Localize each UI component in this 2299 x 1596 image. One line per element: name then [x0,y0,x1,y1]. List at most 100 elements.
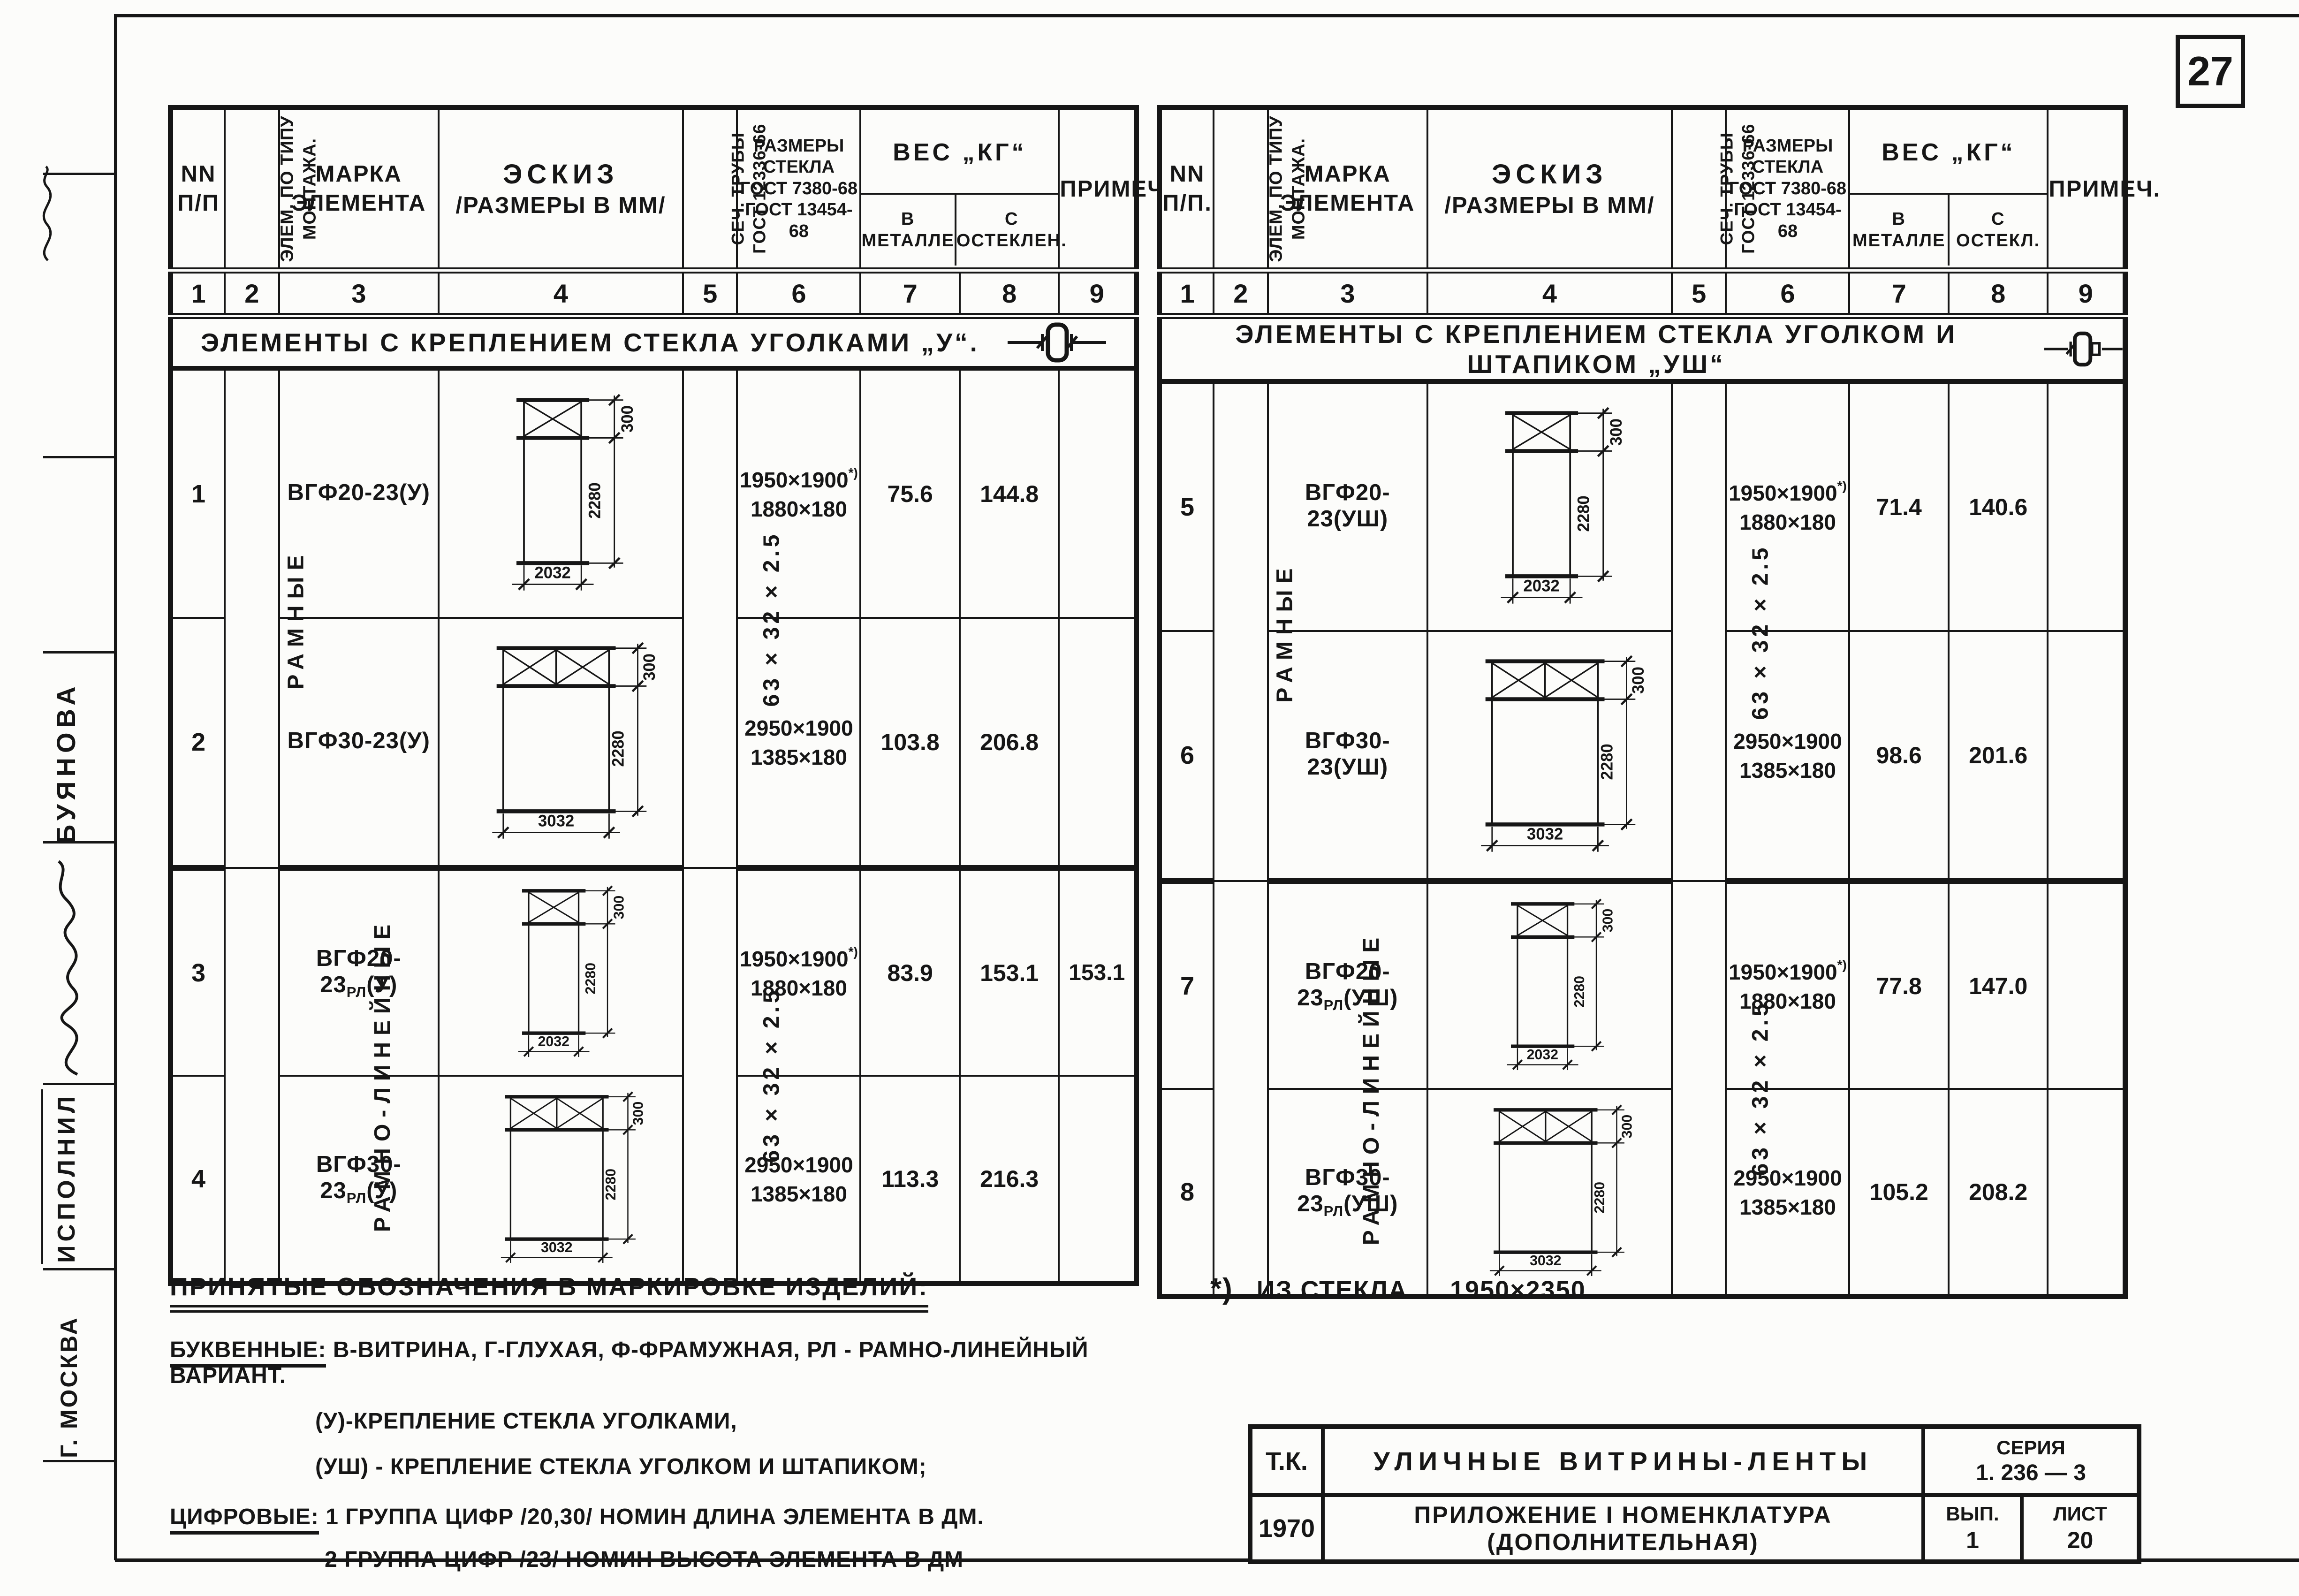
svg-text:300: 300 [641,654,659,681]
group-label: РАМНО-ЛИНЕЙНЫЕ [1359,931,1384,1245]
legend-heading: ПРИНЯТЫЕ ОБОЗНАЧЕНИЯ В МАРКИРОВКЕ ИЗДЕЛИ… [170,1272,929,1313]
table-row: 1 РАМНЫЕ ВГФ20-23(У) [169,367,1138,869]
title-block-issue: ВЫП. 1 [1921,1493,2024,1564]
group-label: РАМНО-ЛИНЕЙНЫЕ [370,918,395,1232]
glass-size-cell: 1950×1900*) 1880×180 [736,867,862,1077]
title-block-org: Т.К. [1248,1425,1325,1497]
pipe-section-cell: 63 × 32 × 2.5 [682,867,784,1284]
col-header-num: NN П/П [169,106,226,274]
margin-tick [43,651,115,654]
title-block-title: УЛИЧНЫЕ ВИТРИНЫ-ЛЕНТЫ [1321,1425,1925,1497]
element-sketch: 300 2280 3032 [492,642,659,839]
frame-top-line [115,14,2299,17]
glass-size-cell: 2950×1900 1385×180 [1725,630,1851,884]
col-header-sketch: ЭСКИЗ/РАЗМЕРЫ В ММ/ [437,106,684,274]
col-header-weight-metal: В МЕТАЛЛЕ [861,195,956,266]
margin-tick [43,1268,115,1270]
col-header-mount: ЭЛЕМ. ПО ТИПУ МОНТАЖА. [224,106,319,274]
svg-text:2280: 2280 [604,1169,619,1200]
note-cell [1058,617,1138,871]
legend-digit-line-2: 2 ГРУППА ЦИФР /23/ НОМИН ВЫСОТА ЭЛЕМЕНТА… [325,1547,964,1572]
col-header-sketch: ЭСКИЗ/РАЗМЕРЫ В ММ/ [1426,106,1673,274]
pipe-section-cell: 63 × 32 × 2.5 [1670,380,1773,882]
svg-text:300: 300 [619,405,637,433]
footnote-glass: *) ИЗ СТЕКЛА 1950×2350 [1210,1273,1586,1305]
group-label: РАМНЫЕ [283,548,309,690]
col-header-glass: РАЗМЕРЫ СТЕКЛА ГОСТ 7380-68 ГОСТ 13454-68 [1725,106,1851,274]
sketch-cell: 300 2280 2032 [1426,880,1673,1090]
title-block-sheet: ЛИСТ 20 [2019,1493,2141,1564]
svg-text:2280: 2280 [1572,976,1587,1007]
weight-glazed-cell: 208.2 [1947,1088,2049,1298]
sketch-cell: 300 2280 2032 [437,367,684,619]
mount-group-cell: РАМНЫЕ [1213,380,1297,882]
table-row: 2 ВГФ30-23(У) [169,617,1138,871]
mount-group-cell: РАМНЫЕ [224,367,309,869]
note-cell [2047,380,2126,632]
legend-digit-line: ЦИФРОВЫЕ: 1 ГРУППА ЦИФР /20,30/ НОМИН ДЛ… [170,1504,1188,1535]
element-mark-cell: ВГФ20-23(У) [278,367,440,619]
col-header-pipe: СЕЧ. ТРУБЫ ГОСТ 12336-66 [1670,106,1758,274]
element-mark-cell: ВГФ20-23(УШ) [1267,380,1428,632]
margin-author-name: БУЯНОВА [51,682,81,844]
row-number: 5 [1158,380,1215,632]
element-sketch: 300 2280 3032 [1481,655,1648,852]
weight-metal-cell: 113.3 [859,1075,961,1284]
frame-bottom-line [115,1558,2299,1562]
legend-notes: ПРИНЯТЫЕ ОБОЗНАЧЕНИЯ В МАРКИРОВКЕ ИЗДЕЛИ… [170,1272,1188,1573]
note-cell [1058,367,1138,619]
note-cell [1058,1075,1138,1284]
element-sketch: 300 2280 2032 [512,394,637,591]
pipe-section-cell: 63 × 32 × 2.5 [682,367,784,869]
right-table: NN П/П. ЭЛЕМ. ПО ТИПУ МОНТАЖА. МАРКА ЭЛЕМЕН… [1157,105,2160,1299]
row-number: 6 [1158,630,1215,884]
weight-metal-cell: 77.8 [1848,880,1950,1090]
svg-text:300: 300 [1608,418,1626,446]
margin-role-label: ИСПОЛНИЛ [53,1092,80,1263]
row-number: 4 [169,1075,226,1284]
table-row: 3 РАМНО-ЛИНЕЙНЫЕ ВГФ20-23РЛ(У) [169,867,1138,1284]
signature [33,858,106,1078]
left-table-wrap: NN П/П ЭЛЕМ. ПО ТИПУ МОНТАЖА. МАРКА ЭЛЕМЕНТ… [168,105,1171,1286]
weight-glazed-cell: 144.8 [958,367,1060,619]
sketch-cell: 300 2280 2032 [1426,380,1673,632]
title-block-subtitle: ПРИЛОЖЕНИЕ I НОМЕНКЛАТУРА (ДОПОЛНИТЕЛЬНА… [1321,1493,1925,1564]
ush-corner-bead-mount-symbol [2044,331,2123,367]
svg-text:2280: 2280 [583,963,599,994]
element-mark-cell: ВГФ30-23РЛ(УШ) [1267,1088,1428,1298]
group-label: РАМНЫЕ [1272,561,1297,703]
col-header-weight: ВЕС „КГ“ В МЕТАЛЛЕ С ОСТЕКЛЕН. [859,106,1066,274]
sketch-cell: 300 2280 2032 [437,867,684,1077]
title-block: Т.К. УЛИЧНЫЕ ВИТРИНЫ-ЛЕНТЫ СЕРИЯ 1. 236 —… [1248,1424,2142,1564]
pipe-section-cell: 63 × 32 × 2.5 [1670,880,1773,1298]
weight-metal-cell: 75.6 [859,367,961,619]
element-sketch: 300 2280 3032 [1490,1104,1635,1277]
glass-size-cell: 1950×1900*) 1880×180 [736,367,862,619]
col-header-mark: МАРКА ЭЛЕМЕНТА [1267,106,1428,274]
note-cell [2047,1088,2126,1298]
margin-role-bracket [41,1089,43,1264]
svg-text:2032: 2032 [1527,1047,1558,1063]
page-number-box: 27 [2176,35,2245,108]
legend-letter-line: БУКВЕННЫЕ: В-ВИТРИНА, Г-ГЛУХАЯ, Ф-ФРАМУЖ… [170,1338,1089,1388]
svg-text:300: 300 [612,896,627,920]
svg-text:2280: 2280 [1599,744,1616,780]
weight-glazed-cell: 147.0 [1947,880,2049,1090]
col-header-pipe: СЕЧ. ТРУБЫ ГОСТ 12336-66 [682,106,769,274]
element-sketch: 300 2280 2032 [518,885,627,1057]
note-cell [2047,880,2126,1090]
title-block-series: СЕРИЯ 1. 236 — 3 [1921,1425,2141,1497]
svg-text:2032: 2032 [535,564,571,582]
col-header-weight-glazed: С ОСТЕКЛ. [1956,209,2041,251]
mount-group-cell: РАМНО-ЛИНЕЙНЫЕ [1213,880,1384,1298]
row-number: 7 [1158,880,1215,1090]
col-header-num: NN П/П. [1158,106,1215,274]
sketch-cell: 300 2280 3032 [437,617,684,871]
weight-metal-cell: 71.4 [1848,380,1950,632]
row-number: 2 [169,617,226,871]
glass-size-cell: 2950×1900 1385×180 [1725,1088,1851,1298]
svg-text:3032: 3032 [1530,1253,1562,1269]
svg-text:2280: 2280 [586,482,604,518]
